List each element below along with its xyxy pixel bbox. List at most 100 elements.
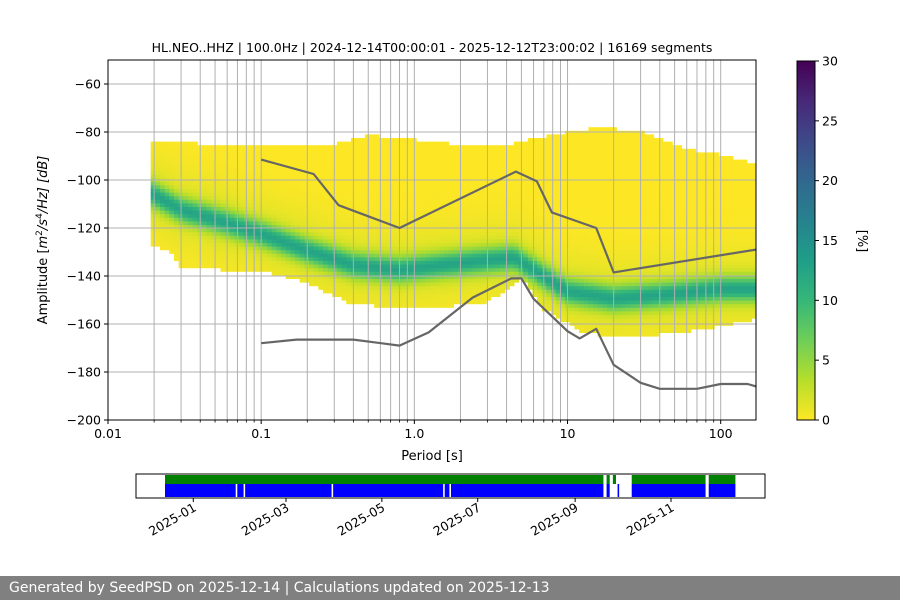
density-cell — [555, 166, 562, 171]
density-cell — [183, 192, 189, 197]
density-cell — [160, 231, 166, 236]
density-cell — [620, 231, 627, 236]
density-cell — [313, 163, 319, 168]
density-cell — [420, 181, 427, 186]
density-cell — [281, 235, 287, 240]
density-cell — [369, 199, 375, 204]
density-cell — [630, 307, 636, 312]
density-cell — [248, 217, 254, 222]
density-cell — [495, 246, 501, 251]
density-cell — [583, 292, 589, 297]
density-cell — [183, 210, 189, 215]
density-cell — [439, 210, 445, 215]
density-cell — [369, 253, 375, 258]
density-cell — [406, 192, 413, 197]
density-cell — [513, 163, 520, 168]
density-cell — [527, 224, 534, 229]
density-cell — [434, 202, 440, 207]
density-cell — [355, 184, 361, 189]
density-cell — [397, 148, 403, 153]
density-cell — [173, 195, 180, 200]
density-cell — [309, 184, 315, 189]
density-cell — [611, 184, 617, 189]
density-cell — [434, 163, 440, 168]
density-cell — [532, 260, 538, 265]
density-cell — [588, 235, 594, 240]
density-cell — [239, 199, 245, 204]
density-cell — [225, 242, 231, 247]
density-cell — [406, 282, 413, 287]
density-cell — [378, 141, 385, 146]
density-cell — [602, 274, 608, 279]
density-cell — [383, 163, 389, 168]
density-cell — [607, 152, 613, 157]
density-cell — [602, 253, 608, 258]
density-cell — [523, 206, 529, 211]
density-cell — [439, 274, 445, 279]
density-cell — [625, 192, 631, 197]
density-cell — [332, 152, 338, 157]
density-cell — [346, 195, 352, 200]
density-cell — [327, 156, 333, 161]
density-cell — [309, 192, 315, 197]
density-cell — [546, 166, 552, 171]
density-cell — [453, 235, 459, 240]
density-cell — [616, 246, 622, 251]
density-cell — [509, 174, 515, 179]
density-cell — [462, 260, 468, 265]
density-cell — [425, 141, 431, 146]
density-cell — [569, 314, 576, 319]
density-cell — [332, 260, 338, 265]
density-cell — [541, 296, 548, 301]
density-cell — [607, 166, 613, 171]
density-cell — [229, 231, 236, 236]
density-cell — [173, 148, 180, 153]
density-cell — [257, 267, 264, 272]
density-cell — [653, 224, 659, 229]
density-cell — [667, 246, 673, 251]
density-cell — [667, 274, 673, 279]
density-cell — [169, 217, 175, 222]
density-cell — [253, 253, 259, 258]
density-cell — [262, 242, 268, 247]
density-cell — [639, 210, 645, 215]
density-cell — [653, 332, 659, 337]
density-cell — [420, 141, 427, 146]
density-cell — [313, 152, 319, 157]
density-cell — [299, 224, 305, 229]
density-cell — [183, 199, 189, 204]
density-cell — [448, 296, 454, 301]
density-cell — [481, 152, 487, 157]
density-cell — [169, 170, 175, 175]
density-cell — [537, 228, 543, 233]
density-cell — [225, 249, 231, 254]
density-cell — [448, 184, 454, 189]
density-cell — [476, 174, 482, 179]
density-cell — [448, 192, 454, 197]
density-cell — [541, 202, 548, 207]
density-cell — [616, 249, 622, 254]
density-cell — [639, 310, 645, 315]
density-cell — [336, 235, 343, 240]
density-cell — [392, 163, 399, 168]
density-cell — [364, 210, 371, 215]
density-cell — [597, 138, 603, 143]
density-cell — [262, 224, 268, 229]
density-cell — [215, 256, 222, 261]
density-cell — [313, 253, 319, 258]
density-cell — [173, 145, 180, 150]
density-cell — [676, 303, 683, 308]
density-cell — [416, 206, 422, 211]
density-cell — [369, 206, 375, 211]
density-cell — [616, 188, 622, 193]
density-cell — [220, 253, 226, 258]
density-cell — [597, 156, 603, 161]
density-cell — [593, 145, 599, 150]
density-cell — [476, 260, 482, 265]
density-cell — [281, 238, 287, 243]
density-cell — [281, 156, 287, 161]
density-cell — [439, 300, 445, 305]
density-cell — [360, 174, 366, 179]
density-cell — [439, 192, 445, 197]
density-cell — [341, 159, 347, 164]
